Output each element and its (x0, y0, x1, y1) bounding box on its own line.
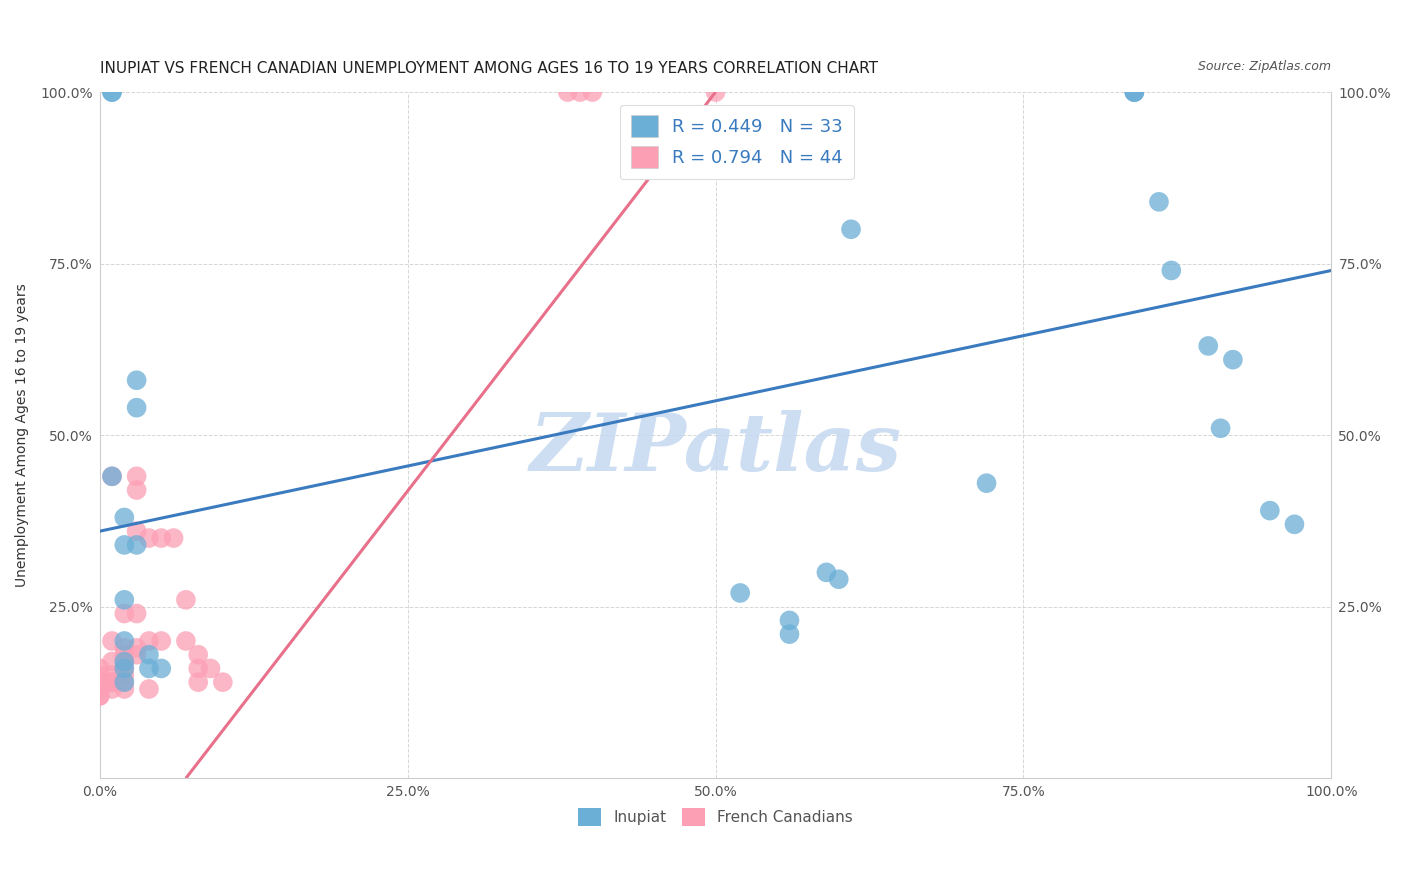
Point (101, 668, 124, 682)
Point (101, 469, 124, 483)
Point (101, 655, 124, 669)
Point (125, 640, 148, 655)
Point (101, 675, 124, 690)
Point (112, 510, 135, 524)
Point (112, 661, 135, 675)
Point (1209, 421, 1232, 435)
Point (112, 675, 135, 690)
Point (112, 668, 135, 682)
Point (112, 655, 135, 669)
Point (112, 681, 135, 696)
Point (112, 661, 135, 675)
Point (125, 524, 148, 539)
Point (138, 634, 160, 648)
Point (138, 531, 160, 545)
Legend: Inupiat, French Canadians: Inupiat, French Canadians (572, 802, 859, 832)
Point (1123, 85, 1146, 99)
Point (1160, 263, 1182, 277)
Point (150, 634, 173, 648)
Point (704, 85, 727, 99)
Point (101, 85, 124, 99)
Point (125, 538, 148, 552)
Point (112, 607, 135, 621)
Point (815, 566, 838, 580)
Point (125, 373, 148, 387)
Text: ZIPatlas: ZIPatlas (530, 410, 901, 488)
Point (778, 614, 800, 628)
Point (112, 634, 135, 648)
Point (1147, 194, 1170, 209)
Point (138, 648, 160, 662)
Point (976, 476, 998, 491)
Point (174, 634, 197, 648)
Point (112, 675, 135, 690)
Point (150, 531, 173, 545)
Point (581, 85, 603, 99)
Point (89, 675, 111, 690)
Point (125, 607, 148, 621)
Point (125, 648, 148, 662)
Point (162, 531, 184, 545)
Point (112, 655, 135, 669)
Point (187, 675, 209, 690)
Point (728, 586, 751, 600)
Point (89, 681, 111, 696)
Point (112, 538, 135, 552)
Point (138, 661, 160, 675)
Point (557, 85, 579, 99)
Point (112, 592, 135, 607)
Point (101, 675, 124, 690)
Title: INUPIAT VS FRENCH CANADIAN UNEMPLOYMENT AMONG AGES 16 TO 19 YEARS CORRELATION CH: INUPIAT VS FRENCH CANADIAN UNEMPLOYMENT … (100, 61, 877, 76)
Point (187, 661, 209, 675)
Point (839, 222, 862, 236)
Point (101, 681, 124, 696)
Point (200, 661, 222, 675)
Point (101, 85, 124, 99)
Point (101, 469, 124, 483)
Point (89, 689, 111, 703)
Point (569, 85, 592, 99)
Point (112, 640, 135, 655)
Point (1258, 503, 1281, 517)
Point (150, 661, 173, 675)
Point (89, 689, 111, 703)
Point (1197, 339, 1219, 353)
Point (187, 648, 209, 662)
Point (101, 634, 124, 648)
Y-axis label: Unemployment Among Ages 16 to 19 years: Unemployment Among Ages 16 to 19 years (15, 284, 30, 587)
Point (1123, 85, 1146, 99)
Point (1284, 517, 1306, 532)
Point (174, 592, 197, 607)
Point (828, 572, 851, 586)
Text: Source: ZipAtlas.com: Source: ZipAtlas.com (1198, 60, 1331, 72)
Point (125, 469, 148, 483)
Point (89, 668, 111, 682)
Point (112, 648, 135, 662)
Point (89, 661, 111, 675)
Point (125, 483, 148, 497)
Point (125, 401, 148, 415)
Point (1222, 352, 1244, 367)
Point (212, 675, 235, 690)
Point (778, 627, 800, 641)
Point (138, 681, 160, 696)
Point (1123, 85, 1146, 99)
